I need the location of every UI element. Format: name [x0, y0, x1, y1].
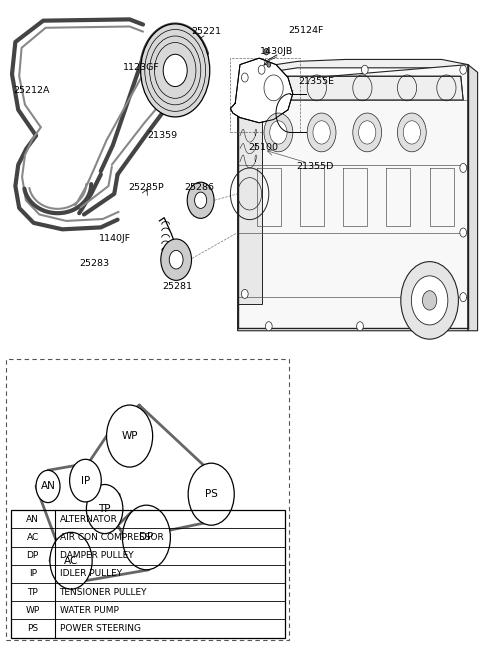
Text: 25124F: 25124F: [288, 26, 324, 35]
Text: 25285P: 25285P: [129, 183, 164, 193]
Text: TENSIONER PULLEY: TENSIONER PULLEY: [60, 588, 147, 596]
Circle shape: [264, 48, 269, 55]
Circle shape: [36, 470, 60, 503]
Text: AC: AC: [64, 556, 78, 566]
Circle shape: [258, 65, 265, 74]
Circle shape: [264, 113, 293, 152]
Circle shape: [359, 121, 376, 144]
Text: TP: TP: [27, 588, 38, 596]
Text: IP: IP: [81, 475, 90, 486]
Text: 25286: 25286: [185, 183, 215, 193]
Circle shape: [122, 505, 170, 570]
Circle shape: [161, 239, 192, 280]
Text: DAMPER PULLEY: DAMPER PULLEY: [60, 551, 133, 560]
Text: DP: DP: [139, 532, 154, 543]
Circle shape: [460, 228, 467, 237]
Circle shape: [70, 459, 101, 502]
Circle shape: [422, 291, 437, 310]
Circle shape: [188, 463, 234, 525]
Circle shape: [241, 73, 248, 82]
Polygon shape: [230, 58, 293, 123]
Text: WATER PUMP: WATER PUMP: [60, 606, 119, 615]
Circle shape: [397, 113, 426, 152]
Circle shape: [401, 262, 458, 339]
Circle shape: [270, 121, 287, 144]
Text: PS: PS: [27, 624, 38, 633]
Circle shape: [50, 532, 92, 589]
Circle shape: [107, 405, 153, 467]
Text: WP: WP: [25, 606, 40, 615]
Text: 21355D: 21355D: [296, 162, 334, 171]
Circle shape: [460, 163, 467, 172]
Text: 25100: 25100: [248, 143, 278, 152]
Text: 1430JB: 1430JB: [260, 47, 293, 56]
Text: WP: WP: [121, 431, 138, 441]
Circle shape: [194, 192, 207, 209]
Circle shape: [361, 65, 368, 74]
Text: AC: AC: [26, 533, 39, 542]
Circle shape: [353, 113, 382, 152]
Circle shape: [86, 484, 123, 534]
Text: PS: PS: [205, 489, 217, 499]
Text: 25281: 25281: [163, 282, 192, 291]
Circle shape: [313, 121, 330, 144]
Circle shape: [460, 65, 467, 74]
Text: TP: TP: [98, 504, 111, 514]
Circle shape: [460, 293, 467, 302]
Circle shape: [169, 251, 183, 269]
Polygon shape: [238, 59, 468, 84]
Text: IP: IP: [29, 569, 36, 578]
Text: 1123GF: 1123GF: [123, 63, 160, 72]
Polygon shape: [238, 65, 468, 331]
Circle shape: [187, 182, 214, 218]
Circle shape: [403, 121, 420, 144]
Text: DP: DP: [26, 551, 39, 560]
Circle shape: [163, 54, 187, 87]
Text: 1140JF: 1140JF: [99, 234, 131, 243]
Circle shape: [241, 289, 248, 298]
Text: 25221: 25221: [192, 27, 221, 36]
Polygon shape: [247, 76, 463, 100]
Text: POWER STEERING: POWER STEERING: [60, 624, 141, 633]
Text: 25212A: 25212A: [13, 86, 49, 95]
Text: AIR CON COMPRESSOR: AIR CON COMPRESSOR: [60, 533, 163, 542]
Text: AN: AN: [26, 515, 39, 524]
Circle shape: [267, 62, 271, 67]
Circle shape: [307, 113, 336, 152]
Circle shape: [141, 24, 210, 117]
Text: 21359: 21359: [147, 130, 177, 140]
Text: 25283: 25283: [79, 259, 109, 268]
Circle shape: [357, 322, 363, 331]
Polygon shape: [468, 65, 478, 331]
Polygon shape: [238, 84, 262, 304]
Text: AN: AN: [41, 481, 55, 492]
Circle shape: [265, 322, 272, 331]
Text: IDLER PULLEY: IDLER PULLEY: [60, 569, 121, 578]
Circle shape: [411, 276, 448, 325]
Text: 21355E: 21355E: [298, 77, 334, 86]
Text: ALTERNATOR: ALTERNATOR: [60, 515, 118, 524]
